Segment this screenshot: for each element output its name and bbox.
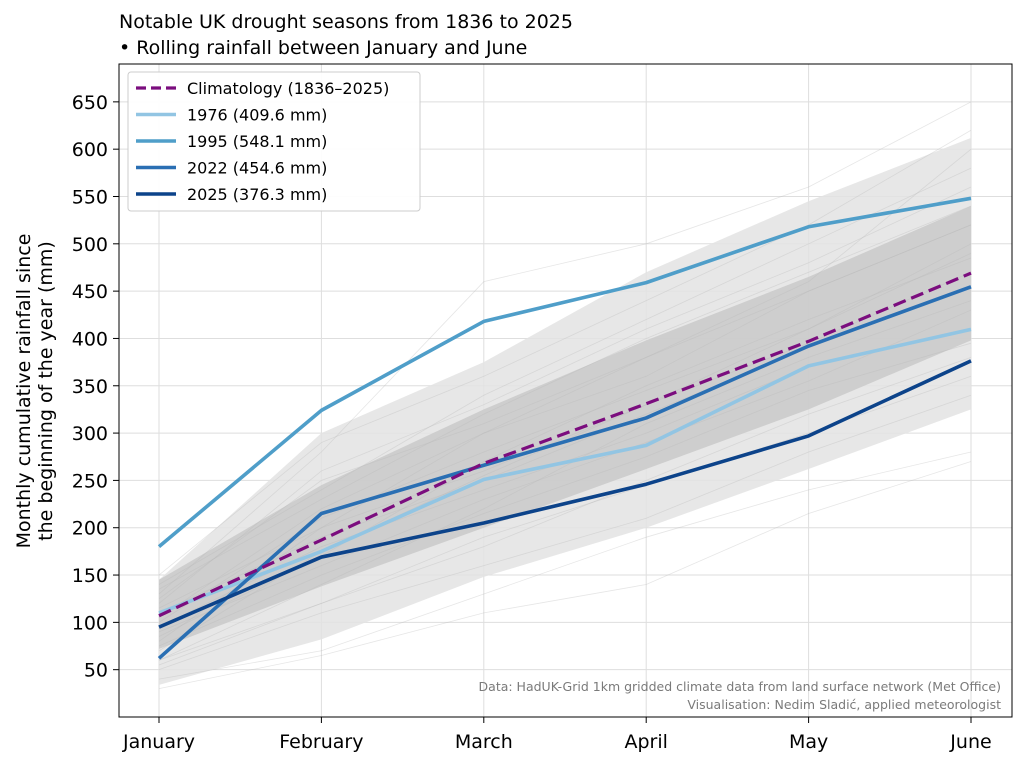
y-axis-label-line2: the beginning of the year (mm)	[35, 241, 57, 541]
legend-label: 2022 (454.6 mm)	[187, 159, 327, 178]
historical-year-line	[158, 243, 972, 609]
legend-label: 1976 (409.6 mm)	[187, 106, 327, 125]
y-tick-label: 300	[72, 423, 108, 445]
legend-label: 2025 (376.3 mm)	[187, 185, 327, 204]
x-tick-label: February	[279, 731, 363, 753]
historical-year-line	[158, 224, 972, 618]
historical-year-line	[158, 309, 972, 633]
historical-year-line	[158, 394, 972, 671]
y-tick-label: 150	[72, 565, 108, 587]
x-tick-label: April	[624, 731, 667, 753]
chart-subtitle: • Rolling rainfall between January and J…	[119, 37, 527, 59]
historical-year-line	[158, 129, 972, 576]
y-tick-label: 550	[72, 186, 108, 208]
x-axis: January February March April May June	[122, 717, 992, 753]
y-tick-label: 100	[72, 612, 108, 634]
x-tick-label: May	[789, 731, 828, 753]
series-line-1	[158, 327, 972, 615]
inner-envelope-band	[159, 205, 971, 649]
historical-year-line	[158, 342, 972, 647]
legend: Climatology (1836–2025) 1976 (409.6 mm) 19…	[127, 71, 421, 212]
historical-year-line	[158, 186, 972, 604]
series-line-4	[158, 359, 972, 629]
historical-year-line	[158, 461, 972, 690]
historical-year-line	[158, 356, 972, 661]
y-axis: 50 100 150 200 250 300 350 400 450 500 550 600 650	[72, 92, 119, 682]
series-line-2	[157, 196, 972, 549]
y-tick-label: 250	[72, 470, 108, 492]
series-line-3	[157, 285, 972, 660]
historical-year-line	[158, 451, 972, 680]
historical-year-line	[158, 101, 972, 595]
legend-label: Climatology (1836–2025)	[187, 79, 389, 98]
y-tick-label: 450	[72, 281, 108, 303]
legend-box	[127, 71, 421, 212]
y-tick-label: 50	[84, 660, 108, 682]
series-lines	[157, 196, 972, 660]
legend-label: 1995 (548.1 mm)	[187, 132, 327, 151]
y-axis-label-line1: Monthly cumulative rainfall since	[13, 234, 35, 549]
historical-year-line	[158, 205, 972, 590]
y-tick-label: 650	[72, 92, 108, 114]
plot-frame	[118, 63, 1013, 718]
y-tick-label: 500	[72, 234, 108, 256]
historical-year-line	[158, 167, 972, 585]
y-tick-label: 600	[72, 139, 108, 161]
x-tick-label: March	[455, 731, 513, 753]
historical-year-line	[158, 148, 972, 600]
plot-area	[118, 63, 1013, 718]
visualisation-credit: Visualisation: Nedim Sladić, applied met…	[687, 697, 1001, 712]
x-tick-label: June	[949, 731, 991, 753]
historical-year-line	[158, 224, 972, 642]
x-tick-label: January	[122, 731, 195, 753]
series-line-0	[158, 271, 972, 618]
chart-title: Notable UK drought seasons from 1836 to …	[119, 11, 573, 33]
historical-year-line	[158, 300, 972, 661]
data-source-credit: Data: HadUK-Grid 1km gridded climate dat…	[479, 679, 1001, 694]
y-tick-label: 400	[72, 328, 108, 350]
y-tick-label: 350	[72, 376, 108, 398]
y-tick-label: 200	[72, 518, 108, 540]
